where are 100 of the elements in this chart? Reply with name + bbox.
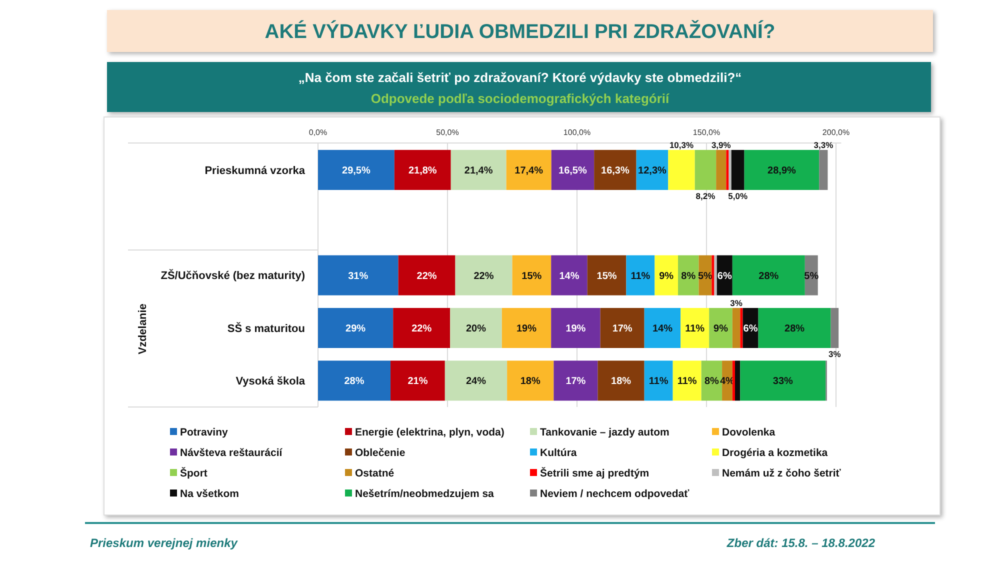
bar: [734, 360, 740, 401]
bar: [732, 360, 735, 401]
data-label: 21,4%: [464, 165, 493, 176]
y-tick-label: ZŠ/Učňovské (bez maturity): [160, 269, 306, 282]
data-label: 3,3%: [814, 140, 834, 150]
data-label: 28%: [758, 270, 779, 282]
legend-label: Tankovanie – jazdy autom: [540, 426, 670, 439]
data-label: 16,3%: [601, 165, 630, 176]
bar: [444, 360, 508, 401]
bar: [694, 150, 716, 190]
data-label: 15%: [522, 270, 542, 282]
legend-label: Šetrili sme aj predtým: [540, 466, 650, 480]
bar: [318, 255, 398, 296]
bar: [507, 360, 554, 401]
bar: [512, 255, 552, 296]
data-label: 20%: [466, 323, 486, 334]
bar: [398, 255, 456, 296]
data-label: 28%: [344, 376, 364, 388]
data-label: 17,4%: [514, 165, 544, 176]
bar: [455, 255, 512, 296]
data-label: 29,5%: [342, 165, 370, 176]
bar: [318, 308, 394, 348]
bar: [600, 308, 644, 348]
data-label: 22%: [412, 323, 432, 334]
legend-label: Nešetrím/neobmedzujem sa: [355, 488, 494, 500]
data-label: 3%: [730, 298, 743, 308]
bar: [502, 308, 552, 348]
data-label: 3%: [828, 348, 842, 359]
y-tick-label: Vysoká škola: [236, 376, 306, 388]
legend-label: Drogéria a kozmetika: [722, 447, 828, 460]
x-tick-label: 200,0%: [822, 128, 850, 137]
y-tick-label: SŠ s maturitou: [227, 322, 305, 335]
bar: [551, 308, 600, 348]
data-label: 5%: [698, 270, 713, 282]
bar: [709, 308, 732, 348]
data-label: 15%: [596, 270, 617, 282]
data-label: 14%: [652, 323, 673, 334]
legend-label: Neviem / nechcem odpovedať: [540, 488, 690, 500]
chart-subtitle: „Na čom ste začali šetriť po zdražovaní? Ktoré výdavky ste obmedzili?“: [298, 70, 742, 85]
bar: [506, 150, 552, 190]
data-label: 22%: [416, 270, 437, 282]
bar: [678, 255, 699, 296]
data-label: 21%: [408, 376, 428, 388]
data-label: 11%: [685, 323, 705, 334]
bar: [644, 360, 673, 401]
legend-label: Nemám už z čoho šetriť: [722, 468, 842, 480]
data-label: 18%: [611, 376, 632, 388]
data-label: 19%: [566, 323, 586, 334]
bar: [654, 255, 678, 296]
bar: [551, 255, 588, 296]
data-label: 21,8%: [408, 165, 437, 176]
data-label: 9%: [714, 323, 728, 334]
legend-label: Na všetkom: [180, 488, 239, 500]
bar: [551, 150, 594, 190]
data-label: 24%: [466, 376, 486, 388]
legend-label: Dovolenka: [722, 426, 776, 439]
x-tick-label: 100,0%: [563, 128, 591, 137]
bar: [744, 150, 820, 190]
legend-label: Kultúra: [540, 447, 577, 460]
data-label: 31%: [348, 270, 368, 282]
legend-label: Ostatné: [355, 468, 394, 480]
data-label: 19%: [516, 323, 537, 334]
chart-title: AKÉ VÝDAVKY ĽUDIA OBMEDZILI PRI ZDRAŽOVANÍ?: [264, 20, 776, 43]
bar: [732, 308, 740, 348]
bar: [726, 150, 729, 190]
legend-label: Oblečenie: [355, 447, 406, 460]
x-tick-label: 0,0%: [308, 128, 328, 137]
data-label: 11%: [677, 376, 697, 388]
data-label: 6%: [717, 270, 732, 282]
data-label: 17%: [612, 323, 632, 334]
data-label: 12,3%: [638, 165, 667, 176]
data-label: 3,9%: [711, 140, 732, 150]
bar: [598, 360, 644, 401]
data-label: 17%: [566, 376, 586, 388]
bar: [672, 360, 702, 401]
data-label: 6%: [743, 323, 758, 334]
data-label: 16,5%: [558, 165, 588, 176]
bar: [450, 150, 506, 190]
bar: [644, 308, 681, 348]
y-tick-label: Prieskumná vzorka: [204, 164, 306, 177]
data-label: 14%: [559, 270, 580, 282]
legend-label: Energie (elektrina, plyn, voda): [355, 426, 504, 439]
bar: [318, 150, 394, 190]
data-label: 8%: [704, 376, 720, 388]
bar: [830, 308, 839, 348]
bar: [819, 150, 828, 190]
bar: [680, 308, 710, 348]
bar: [714, 255, 717, 296]
bar: [554, 360, 598, 401]
bar: [758, 308, 831, 348]
data-label: 18%: [520, 376, 540, 388]
bar: [716, 150, 726, 190]
data-label: 8,2%: [696, 190, 716, 201]
data-label: 22%: [474, 270, 494, 282]
data-label: 33%: [772, 376, 794, 388]
data-label: 28,9%: [768, 165, 796, 176]
legend-label: Šport: [180, 466, 208, 480]
bar: [390, 360, 445, 401]
bar: [318, 360, 391, 401]
bar: [740, 308, 743, 348]
